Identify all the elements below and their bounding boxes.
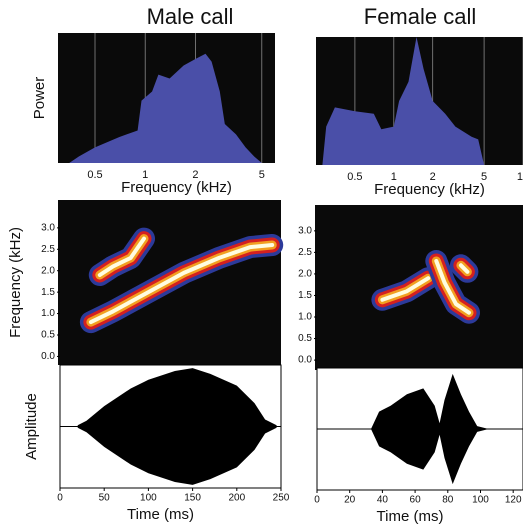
x-tick-label: 80 — [442, 495, 454, 506]
y-tick-label: 1.0 — [298, 312, 312, 323]
waveform-envelope — [77, 368, 277, 427]
x-tick-label: 150 — [184, 493, 201, 504]
y-tick-label: 3.0 — [41, 222, 55, 233]
y-tick-label: 0.5 — [41, 330, 55, 341]
spectrum-area — [69, 53, 262, 163]
x-tick-label: 50 — [99, 493, 111, 504]
y-axis-label: Frequency (kHz) — [7, 227, 24, 338]
x-axis-label: Time (ms) — [377, 508, 444, 525]
x-axis-label: Time (ms) — [127, 506, 194, 523]
y-tick-label: 0.0 — [41, 351, 55, 362]
waveform-envelope — [370, 373, 489, 429]
x-tick-label: 250 — [273, 493, 290, 504]
x-tick-label: 60 — [410, 495, 422, 506]
x-tick-label: 1 — [391, 171, 397, 183]
y-tick-label: 0.0 — [298, 355, 312, 366]
spectrogram-energy — [380, 276, 431, 302]
y-tick-label: 3.0 — [298, 225, 312, 236]
x-tick-label: 0.5 — [347, 171, 362, 183]
x-tick-label: 0 — [57, 493, 63, 504]
x-tick-label: 5 — [259, 169, 265, 181]
x-tick-label: 1 — [142, 169, 148, 181]
x-tick-label: 0.5 — [87, 169, 102, 181]
x-tick-label: 5 — [481, 171, 487, 183]
x-tick-label: 20 — [344, 495, 356, 506]
spectrogram-energy — [458, 263, 470, 274]
x-axis-label: Frequency (kHz) — [374, 181, 485, 198]
y-tick-label: 2.0 — [41, 265, 55, 276]
x-tick-label: 10 — [517, 171, 523, 183]
waveform-envelope — [370, 429, 489, 485]
x-tick-label: 0 — [314, 495, 320, 506]
spectrogram-energy — [97, 236, 146, 277]
spectrogram-energy — [434, 259, 471, 315]
x-axis-label: Frequency (kHz) — [121, 179, 232, 196]
y-tick-label: 2.0 — [298, 269, 312, 280]
x-tick-label: 2 — [430, 171, 436, 183]
y-tick-label: 2.5 — [298, 247, 312, 258]
y-tick-label: 1.0 — [41, 308, 55, 319]
x-tick-label: 100 — [140, 493, 157, 504]
panel-title: Female call — [364, 4, 476, 29]
y-tick-label: 2.5 — [41, 244, 55, 255]
x-tick-label: 100 — [472, 495, 489, 506]
x-tick-label: 200 — [228, 493, 245, 504]
y-tick-label: 0.5 — [298, 333, 312, 344]
y-axis-label: Power — [31, 77, 48, 120]
x-tick-label: 2 — [192, 169, 198, 181]
waveform-envelope — [77, 426, 277, 485]
y-tick-label: 1.5 — [41, 287, 55, 298]
x-tick-label: 120 — [505, 495, 522, 506]
spectrum-area — [322, 37, 485, 165]
x-tick-label: 40 — [377, 495, 389, 506]
y-axis-label: Amplitude — [23, 393, 40, 460]
spectrogram-energy — [88, 243, 275, 325]
panel-title: Male call — [147, 4, 234, 29]
y-tick-label: 1.5 — [298, 290, 312, 301]
